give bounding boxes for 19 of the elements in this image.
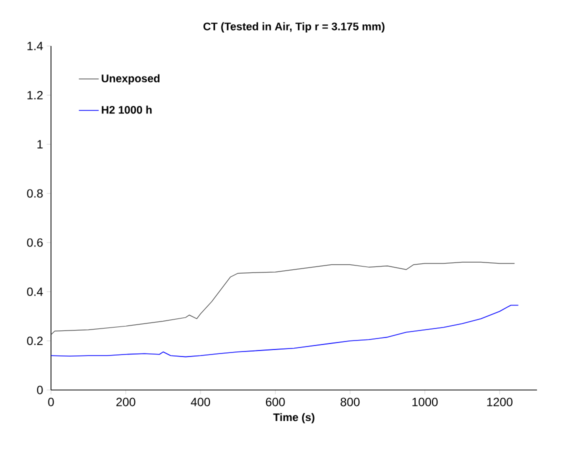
x-tick-label: 1200 <box>487 398 512 406</box>
y-tick-label: 0.4 <box>27 287 43 296</box>
legend-label: H2 1000 h <box>102 106 152 114</box>
x-tick-label: 1000 <box>412 398 438 406</box>
x-tick-label: 400 <box>190 398 210 406</box>
x-tick-label: 600 <box>266 398 285 406</box>
y-tick-label: 0.6 <box>27 238 43 247</box>
x-tick-label: 800 <box>340 398 360 406</box>
x-tick-label: 0 <box>48 398 54 406</box>
y-tick-label: 0.2 <box>27 336 43 346</box>
chart-title: CT (Tested in Air, Tip r = 3.175 mm) <box>203 22 384 32</box>
x-tick-label: 200 <box>116 398 136 406</box>
y-tick-label: 1.4 <box>28 42 43 50</box>
legend-label: Unexposed <box>102 74 160 84</box>
x-axis-title: Time (s) <box>273 413 314 424</box>
y-tick-label: 1 <box>37 140 43 148</box>
y-tick-label: 0.8 <box>27 189 43 198</box>
y-tick-label: 1.2 <box>28 90 43 100</box>
y-tick-label: 0 <box>37 386 43 394</box>
